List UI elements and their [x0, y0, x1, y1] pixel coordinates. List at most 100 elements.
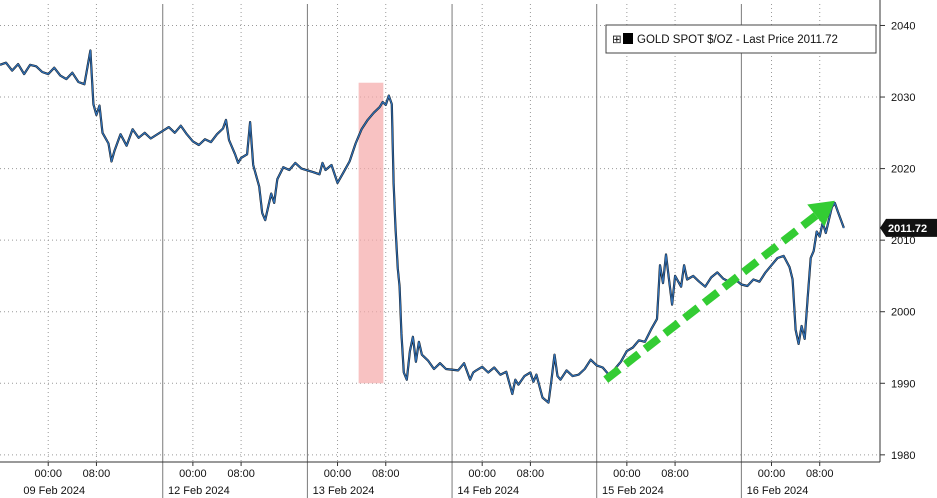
data-point — [261, 212, 263, 214]
data-point — [523, 375, 526, 377]
data-point — [798, 343, 800, 345]
data-point — [529, 371, 532, 374]
data-point — [547, 402, 550, 404]
data-point — [472, 371, 474, 374]
data-point — [578, 374, 580, 376]
data-point — [541, 397, 544, 399]
data-point — [665, 253, 667, 256]
legend: ⊞ GOLD SPOT $/OZ - Last Price 2011.72 — [605, 24, 877, 54]
data-point — [252, 164, 254, 166]
data-point — [415, 361, 417, 363]
data-point — [343, 171, 345, 173]
data-point — [373, 112, 375, 114]
data-point — [126, 145, 128, 147]
data-point — [186, 133, 188, 135]
data-point — [198, 144, 200, 146]
y-tick-label: 2000 — [891, 307, 915, 319]
last-price-tag: 2011.72 — [880, 218, 937, 237]
data-point — [505, 371, 507, 373]
x-tick-label: 08:00 — [372, 468, 400, 480]
x-tick-label: 00:00 — [34, 468, 62, 480]
data-point — [843, 227, 845, 229]
trend-arrow-head — [807, 200, 835, 227]
data-point — [439, 362, 441, 364]
data-point — [433, 368, 435, 370]
data-point — [397, 268, 399, 270]
data-point — [312, 171, 314, 173]
data-point — [789, 266, 791, 268]
data-point — [804, 338, 806, 340]
data-point — [270, 193, 272, 195]
data-point — [98, 105, 101, 107]
data-point — [53, 67, 55, 69]
data-point — [361, 128, 363, 130]
series-line-shadow — [0, 49, 845, 404]
last-price-label: 2011.72 — [888, 223, 927, 235]
day-separators — [162, 4, 742, 498]
data-point — [810, 257, 812, 259]
data-point — [216, 133, 218, 135]
data-point — [758, 281, 761, 283]
data-point — [722, 278, 724, 280]
data-point — [566, 369, 568, 371]
data-point — [59, 75, 61, 77]
data-point — [150, 137, 152, 140]
data-point — [556, 375, 559, 377]
x-axis: 00:00 08:00 00:00 08:00 00:00 08:00 00:00 08:00… — [0, 461, 880, 497]
data-point — [572, 375, 574, 377]
data-point — [225, 119, 227, 121]
data-point — [132, 128, 134, 130]
data-point — [382, 101, 384, 103]
data-point — [590, 359, 592, 361]
data-point — [692, 275, 694, 277]
data-point — [394, 225, 396, 227]
data-point — [330, 164, 333, 166]
gridlines — [0, 4, 880, 462]
data-point — [776, 257, 779, 259]
data-point — [698, 281, 700, 283]
data-point — [656, 318, 658, 320]
data-point — [680, 286, 682, 288]
data-point — [463, 362, 465, 364]
data-point — [47, 73, 49, 75]
data-point — [391, 103, 393, 105]
data-point — [138, 137, 140, 139]
data-point — [801, 325, 803, 327]
data-point — [113, 150, 116, 152]
x-tick-label: 00:00 — [613, 468, 641, 480]
legend-marker-icon: ⊞ — [612, 34, 622, 46]
data-point — [638, 339, 640, 341]
data-point — [427, 359, 429, 361]
data-point — [180, 125, 182, 127]
data-point — [752, 278, 755, 281]
data-point — [659, 264, 661, 266]
data-point — [321, 162, 324, 164]
data-point — [644, 341, 646, 343]
x-date-label: 09 Feb 2024 — [23, 485, 85, 497]
x-date-label: 15 Feb 2024 — [602, 485, 664, 497]
x-tick-label: 08:00 — [517, 468, 545, 480]
data-point — [683, 264, 685, 266]
x-tick-label: 08:00 — [661, 468, 689, 480]
data-point — [379, 106, 381, 108]
data-point — [17, 63, 19, 65]
data-point — [92, 103, 94, 105]
data-point — [228, 139, 230, 141]
data-point — [11, 70, 13, 72]
data-point — [355, 142, 357, 145]
data-point — [626, 350, 628, 352]
data-point — [35, 65, 37, 67]
x-tick-label: 00:00 — [324, 468, 352, 480]
data-point — [107, 142, 110, 145]
data-point — [481, 366, 483, 368]
data-point — [816, 231, 818, 233]
data-point — [367, 119, 369, 121]
data-point — [264, 219, 266, 221]
data-point — [65, 78, 67, 80]
data-point — [110, 160, 113, 162]
data-point — [834, 202, 836, 204]
data-point — [710, 276, 712, 278]
data-point — [210, 141, 212, 143]
data-point — [795, 329, 797, 331]
